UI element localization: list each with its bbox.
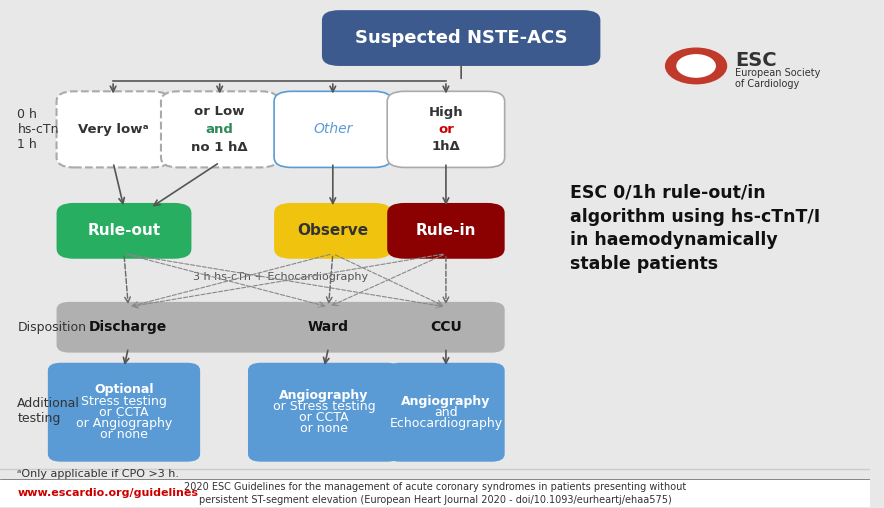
Text: 1hΔ: 1hΔ: [431, 140, 461, 152]
FancyBboxPatch shape: [387, 203, 505, 259]
FancyBboxPatch shape: [387, 363, 505, 462]
Text: High: High: [429, 106, 463, 119]
Text: Echocardiography: Echocardiography: [389, 417, 502, 430]
Text: Ward: Ward: [308, 320, 349, 334]
Text: Other: Other: [313, 122, 353, 136]
FancyBboxPatch shape: [57, 302, 505, 353]
Text: Disposition: Disposition: [18, 321, 87, 334]
FancyBboxPatch shape: [248, 363, 400, 462]
Text: Angiography: Angiography: [279, 389, 369, 402]
Text: 0 h
hs-cTn
1 h: 0 h hs-cTn 1 h: [18, 108, 59, 151]
Text: ESC: ESC: [735, 51, 777, 71]
FancyBboxPatch shape: [48, 363, 200, 462]
Text: or: or: [438, 123, 453, 136]
Text: or CCTA: or CCTA: [99, 406, 149, 419]
Text: ᵃOnly applicable if CPO >3 h.: ᵃOnly applicable if CPO >3 h.: [18, 469, 179, 480]
Text: 3 h hs-cTn + Echocardiography: 3 h hs-cTn + Echocardiography: [193, 271, 368, 281]
Text: Angiography: Angiography: [401, 395, 491, 407]
Text: European Society
of Cardiology: European Society of Cardiology: [735, 68, 820, 89]
Text: Very lowᵃ: Very lowᵃ: [78, 123, 149, 136]
FancyBboxPatch shape: [274, 203, 392, 259]
Circle shape: [666, 48, 727, 84]
Text: ESC 0/1h rule-out/in
algorithm using hs-cTnT/I
in haemodynamically
stable patien: ESC 0/1h rule-out/in algorithm using hs-…: [570, 184, 820, 273]
Text: Suspected NSTE-ACS: Suspected NSTE-ACS: [354, 29, 568, 47]
FancyBboxPatch shape: [57, 203, 192, 259]
Text: or none: or none: [100, 428, 148, 441]
Text: Observe: Observe: [297, 224, 369, 238]
Circle shape: [677, 55, 715, 77]
FancyBboxPatch shape: [161, 91, 278, 168]
Text: or Angiography: or Angiography: [76, 417, 172, 430]
Text: 2020 ESC Guidelines for the management of acute coronary syndromes in patients p: 2020 ESC Guidelines for the management o…: [184, 482, 686, 505]
Text: Rule-in: Rule-in: [415, 224, 476, 238]
FancyBboxPatch shape: [322, 10, 600, 66]
Text: or Low: or Low: [194, 105, 245, 118]
Text: Additional
testing: Additional testing: [18, 397, 80, 425]
FancyBboxPatch shape: [274, 91, 392, 168]
Text: and: and: [206, 123, 233, 136]
FancyBboxPatch shape: [0, 480, 870, 507]
Text: and: and: [434, 406, 458, 419]
Text: CCU: CCU: [430, 320, 461, 334]
Text: no 1 hΔ: no 1 hΔ: [192, 141, 248, 153]
Text: or Stress testing: or Stress testing: [273, 400, 376, 413]
Text: Stress testing: Stress testing: [81, 395, 167, 407]
Text: or none: or none: [301, 423, 348, 435]
Text: www.escardio.org/guidelines: www.escardio.org/guidelines: [18, 488, 198, 498]
Text: Rule-out: Rule-out: [88, 224, 161, 238]
FancyBboxPatch shape: [387, 91, 505, 168]
Text: Optional: Optional: [95, 384, 154, 396]
Text: Discharge: Discharge: [89, 320, 167, 334]
Text: or CCTA: or CCTA: [300, 411, 349, 424]
FancyBboxPatch shape: [57, 91, 170, 168]
